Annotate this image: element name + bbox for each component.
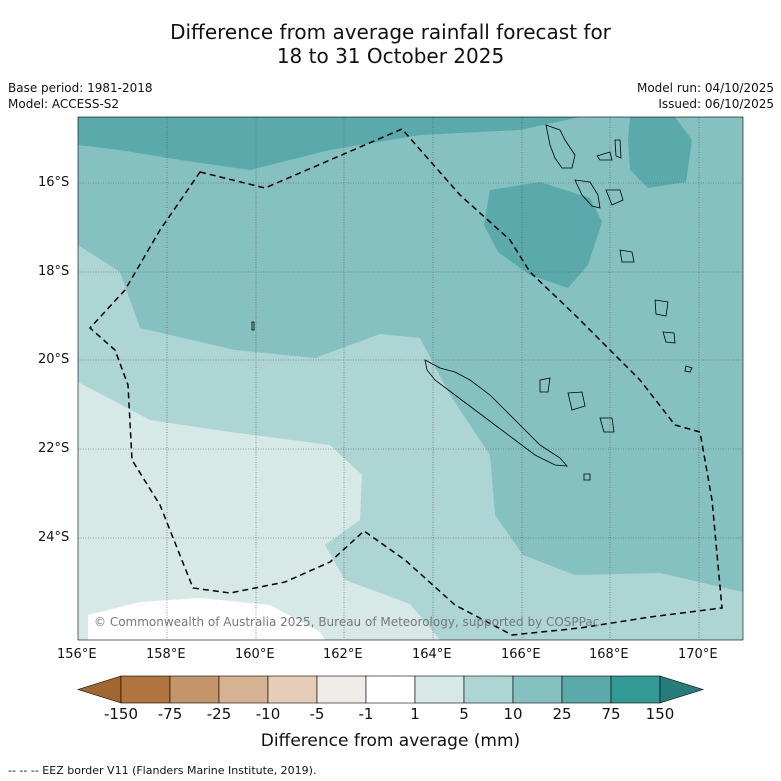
colorbar-label: 1 xyxy=(410,705,420,723)
colorbar-segment xyxy=(267,675,318,704)
lat-label-24s: 24°S xyxy=(38,530,70,545)
colorbar-arrow-high xyxy=(659,675,705,704)
colorbar-segment xyxy=(561,675,612,704)
colorbar-segment xyxy=(169,675,220,704)
colorbar-segment xyxy=(218,675,269,704)
title-line-1: Difference from average rainfall forecas… xyxy=(170,20,611,44)
contour-25-75-north xyxy=(78,117,580,170)
lon-label-160e: 160°E xyxy=(235,647,275,662)
colorbar-segment xyxy=(463,675,514,704)
islands-north xyxy=(596,139,622,161)
colorbar-label: 10 xyxy=(503,705,523,723)
lon-label-158e: 158°E xyxy=(146,647,186,662)
colorbar-label: 150 xyxy=(645,705,675,723)
colorbar-segment xyxy=(365,675,416,704)
colorbar-label: -25 xyxy=(206,705,232,723)
rainfall-contours xyxy=(78,117,743,640)
eez-footnote: -- -- -- EEZ border V11 (Flanders Marine… xyxy=(8,764,317,777)
colorbar-label: 25 xyxy=(552,705,572,723)
colorbar-segment xyxy=(120,675,171,704)
copyright-text: © Commonwealth of Australia 2025, Bureau… xyxy=(94,615,599,629)
lon-label-164e: 164°E xyxy=(412,647,452,662)
lon-label-162e: 162°E xyxy=(323,647,363,662)
vanuatu-efate xyxy=(605,189,624,206)
contour-minus1-1 xyxy=(78,382,440,640)
vanuatu-espiritu-santo xyxy=(545,124,576,169)
vanuatu-malakula xyxy=(574,179,601,209)
islands-east xyxy=(654,299,693,373)
coastlines xyxy=(251,124,693,481)
model-name: Model: ACCESS-S2 xyxy=(8,97,120,111)
new-caledonia-island xyxy=(424,359,568,467)
model-run: Model run: 04/10/2025 xyxy=(636,81,774,95)
colorbar-label: -75 xyxy=(157,705,183,723)
gridlines xyxy=(78,117,743,640)
eez-border xyxy=(88,128,723,636)
colorbar-arrow-low xyxy=(76,675,122,704)
issued-date: Issued: 06/10/2025 xyxy=(658,97,774,111)
contour-near-zero xyxy=(88,598,325,640)
map-frame xyxy=(77,116,744,641)
colorbar-label: -10 xyxy=(255,705,281,723)
contour-25-75-ne xyxy=(628,117,692,188)
colorbar-label: -150 xyxy=(103,705,139,723)
lon-label-170e: 170°E xyxy=(678,647,718,662)
lat-label-18s: 18°S xyxy=(38,264,70,279)
colorbar-label: 5 xyxy=(459,705,469,723)
islet-south xyxy=(583,473,591,481)
colorbar-label: -1 xyxy=(358,705,374,723)
colorbar-label: 75 xyxy=(601,705,621,723)
lon-label-168e: 168°E xyxy=(589,647,629,662)
lon-label-166e: 166°E xyxy=(501,647,541,662)
lat-label-20s: 20°S xyxy=(38,352,70,367)
title-line-2: 18 to 31 October 2025 xyxy=(276,44,505,68)
colorbar-segment xyxy=(610,675,661,704)
contour-25-75-vanuatu xyxy=(484,182,602,288)
loyalty-islands xyxy=(539,377,615,433)
lat-label-16s: 16°S xyxy=(38,175,70,190)
colorbar-segment xyxy=(316,675,367,704)
colorbar-segment xyxy=(414,675,465,704)
colorbar-title: Difference from average (mm) xyxy=(260,731,521,751)
base-period: Base period: 1981-2018 xyxy=(8,81,153,95)
lat-label-22s: 22°S xyxy=(38,441,70,456)
islet-west xyxy=(251,321,255,331)
colorbar xyxy=(76,675,705,704)
colorbar-segment xyxy=(512,675,563,704)
colorbar-label: -5 xyxy=(309,705,325,723)
vanuatu-erromango xyxy=(619,249,635,263)
lon-label-156e: 156°E xyxy=(57,647,97,662)
